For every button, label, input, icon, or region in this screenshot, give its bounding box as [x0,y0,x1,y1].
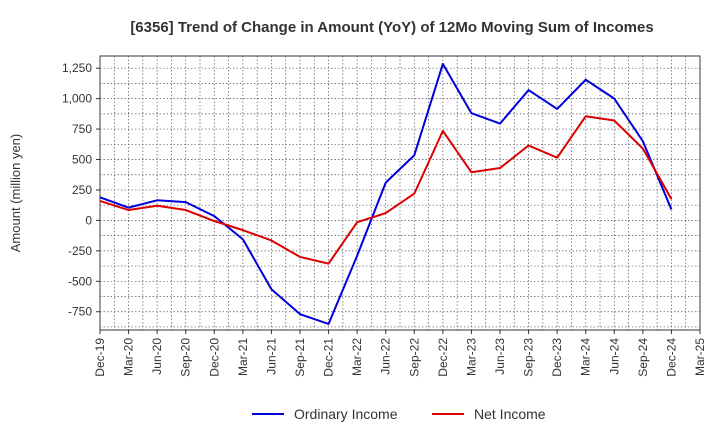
series-line-net-income [99,115,673,265]
y-tick-label: 750 [72,122,92,136]
x-tick-label: Jun-24 [607,338,621,375]
y-axis-label: Amount (million yen) [8,134,23,253]
x-axis-ticks: Dec-19 Mar-20 Jun-20 Sep-20 Dec-20 Mar-21 Jun-… [93,330,707,377]
grid-lines [99,56,701,330]
y-tick-label: 1,250 [62,61,92,75]
x-tick-label: Mar-24 [579,338,593,376]
series-lines [99,62,673,325]
y-tick-label: 500 [72,153,92,167]
x-tick-label: Sep-21 [293,338,307,377]
x-tick-label: Sep-20 [179,338,193,377]
x-tick-label: Mar-23 [464,338,478,376]
x-tick-label: Dec-19 [93,338,107,377]
y-tick-label: -500 [68,274,92,288]
x-tick-label: Mar-22 [350,338,364,376]
y-tick-label: -750 [68,305,92,319]
x-tick-label: Dec-22 [436,338,450,377]
x-tick-label: Sep-24 [636,338,650,377]
x-tick-label: Sep-22 [407,338,421,377]
x-tick-label: Jun-20 [150,338,164,375]
chart-title: [6356] Trend of Change in Amount (YoY) o… [130,19,653,36]
y-tick-label: -250 [68,244,92,258]
x-tick-label: Jun-22 [379,338,393,375]
x-tick-label: Mar-25 [693,338,707,376]
x-tick-label: Dec-23 [550,338,564,377]
y-tick-label: 1,000 [62,92,92,106]
y-tick-label: 250 [72,183,92,197]
x-tick-label: Dec-20 [207,338,221,377]
x-tick-label: Mar-20 [122,338,136,376]
legend: Ordinary Income Net Income [252,406,546,422]
x-tick-label: Dec-21 [322,338,336,377]
x-tick-label: Dec-24 [664,338,678,377]
x-tick-label: Mar-21 [236,338,250,376]
x-tick-label: Sep-23 [522,338,536,377]
x-tick-label: Jun-23 [493,338,507,375]
series-line-ordinary-income [99,62,673,325]
y-tick-label: 0 [85,213,92,227]
x-tick-label: Jun-21 [264,338,278,375]
y-axis-ticks: 1,250 1,000 750 500 250 0 -250 -500 -750 [62,61,100,319]
legend-label: Ordinary Income [294,406,398,422]
legend-label: Net Income [474,406,546,422]
